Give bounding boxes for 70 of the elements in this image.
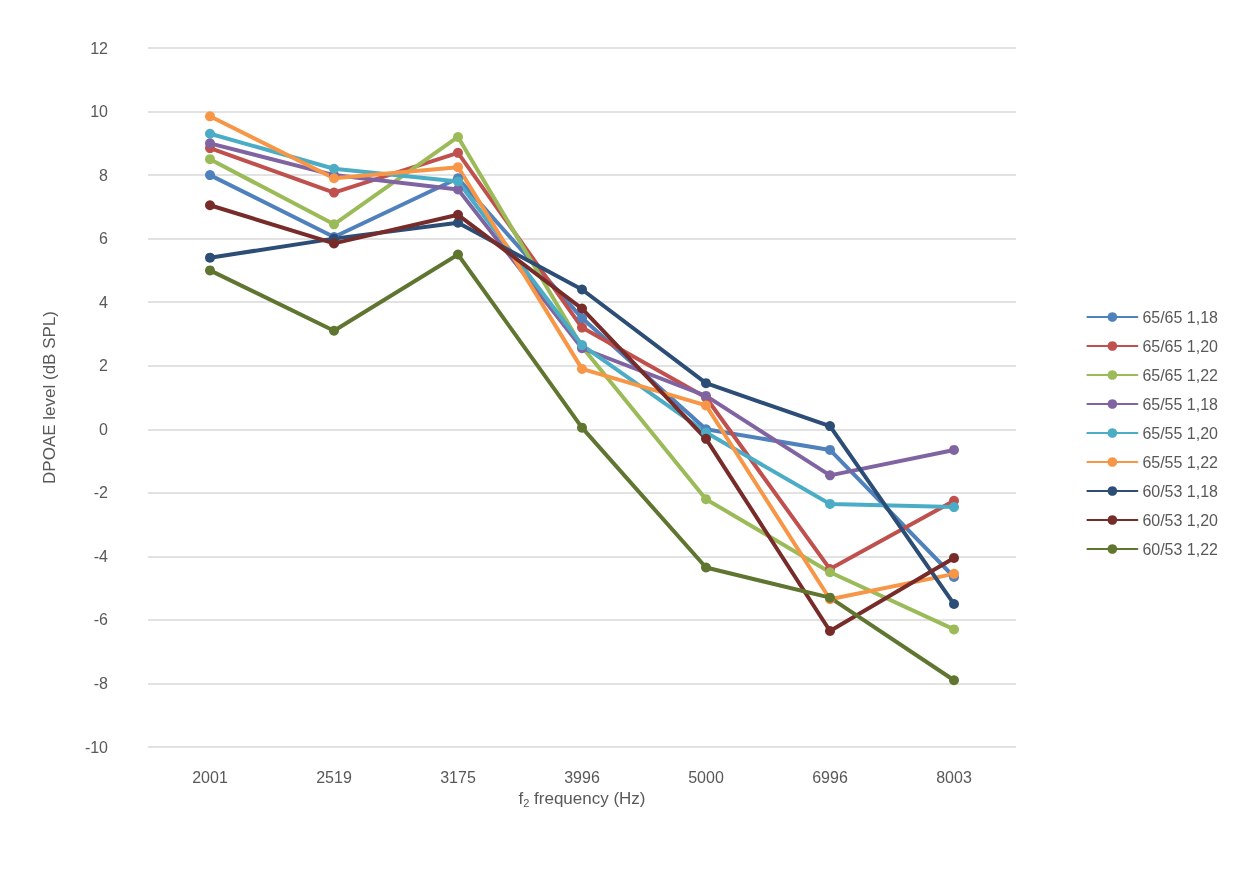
- point: [577, 313, 587, 324]
- y-tick-label: 10: [90, 103, 109, 121]
- point: [205, 265, 215, 276]
- y-tick-label: 4: [99, 293, 109, 311]
- y-tick-label: -4: [93, 547, 109, 565]
- point: [205, 200, 215, 211]
- point: [825, 470, 835, 481]
- y-tick-label: -2: [93, 484, 109, 502]
- legend-label: 65/65 1,18: [1142, 308, 1219, 326]
- point: [329, 238, 339, 249]
- point: [825, 421, 835, 432]
- y-tick-label: 2: [99, 357, 109, 375]
- point: [701, 400, 711, 411]
- y-tick-label: 12: [90, 39, 109, 57]
- point: [949, 502, 959, 513]
- point: [949, 568, 959, 579]
- point: [701, 494, 711, 505]
- point: [949, 624, 959, 635]
- point: [329, 219, 339, 230]
- point: [205, 138, 215, 149]
- x-tick-label: 3996: [564, 768, 600, 786]
- legend-label: 65/55 1,18: [1142, 395, 1219, 413]
- point: [329, 325, 339, 336]
- legend-label: 60/53 1,18: [1142, 482, 1219, 500]
- y-tick-label: -6: [93, 611, 109, 629]
- x-tick-label: 6996: [812, 768, 848, 786]
- y-tick-label: 8: [99, 166, 109, 184]
- point: [949, 444, 959, 455]
- point: [825, 626, 835, 637]
- legend-label: 65/65 1,20: [1142, 337, 1219, 355]
- legend-label: 60/53 1,22: [1142, 540, 1219, 558]
- y-tick-label: 0: [99, 420, 109, 438]
- point: [825, 498, 835, 509]
- x-tick-label: 2519: [316, 768, 352, 786]
- point: [577, 363, 587, 374]
- point: [701, 562, 711, 573]
- x-tick-label: 3175: [440, 768, 476, 786]
- point: [453, 249, 463, 260]
- legend-label: 60/53 1,20: [1142, 511, 1219, 529]
- point: [949, 675, 959, 686]
- x-tick-label: 2001: [192, 768, 228, 786]
- point: [577, 303, 587, 314]
- point: [453, 131, 463, 142]
- point: [949, 599, 959, 610]
- x-tick-label: 8003: [936, 768, 972, 786]
- point: [205, 170, 215, 181]
- point: [949, 552, 959, 563]
- point: [329, 163, 339, 174]
- point: [577, 422, 587, 433]
- point: [453, 147, 463, 158]
- point: [329, 187, 339, 198]
- point: [453, 162, 463, 173]
- x-tick-label: 5000: [688, 768, 724, 786]
- point: [577, 322, 587, 333]
- point: [701, 433, 711, 444]
- y-tick-label: 6: [99, 230, 109, 248]
- y-tick-label: -8: [93, 674, 109, 692]
- point: [205, 154, 215, 165]
- point: [701, 378, 711, 389]
- point: [205, 111, 215, 122]
- legend-label: 65/55 1,22: [1142, 453, 1219, 471]
- point: [825, 444, 835, 455]
- point: [205, 128, 215, 139]
- y-axis-title: DPOAE level (dB SPL): [40, 311, 59, 484]
- point: [205, 252, 215, 263]
- legend-label: 65/65 1,22: [1142, 366, 1219, 384]
- y-tick-label: -10: [84, 738, 109, 756]
- point: [577, 284, 587, 295]
- legend-label: 65/55 1,20: [1142, 424, 1219, 442]
- point: [453, 209, 463, 220]
